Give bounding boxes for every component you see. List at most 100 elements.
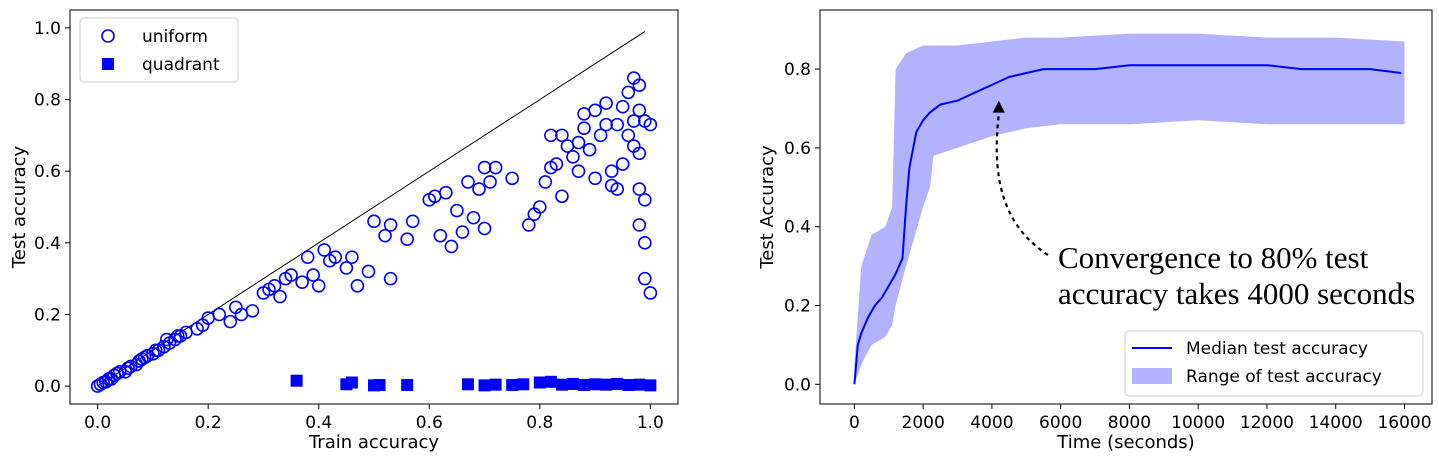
quadrant-point [478, 379, 491, 392]
legend-box [79, 17, 239, 83]
uniform-point [367, 214, 381, 229]
x-tick-label: 0.0 [84, 413, 111, 433]
uniform-point [444, 239, 459, 254]
quadrant-point [401, 379, 414, 392]
y-tick-label: 1.0 [34, 19, 61, 39]
uniform-point [533, 200, 547, 214]
uniform-point [588, 171, 602, 186]
legend-label-quadrant: quadrant [142, 55, 220, 75]
y-tick-label: 0.2 [34, 305, 61, 325]
x-tick-label: 10000 [1171, 413, 1225, 433]
range-band [854, 33, 1405, 385]
uniform-point [488, 160, 503, 175]
median-line [853, 64, 1402, 385]
legend-marker-range [1132, 368, 1172, 384]
x-tick-label: 0.4 [305, 413, 332, 433]
y-tick-label: 0.6 [34, 162, 61, 182]
quadrant-point [345, 376, 358, 389]
uniform-point [433, 228, 448, 243]
quadrant-point [600, 378, 613, 391]
uniform-point [461, 175, 475, 189]
y-tick-label: 0.0 [784, 375, 811, 395]
y-axis-label: Test accuracy [9, 145, 30, 269]
x-tick-label: 6000 [1039, 413, 1082, 433]
uniform-point [638, 271, 652, 286]
uniform-point [643, 286, 658, 300]
uniform-point [621, 85, 636, 100]
right-line-chart: 0 2000 4000 6000 8000 10000 12000 14000 16000 0.0… [757, 9, 1433, 453]
uniform-point [112, 364, 127, 379]
uniform-point [505, 171, 519, 186]
y-tick-label: 0.4 [34, 234, 61, 254]
uniform-point [621, 128, 636, 143]
uniform-point [284, 268, 298, 282]
uniform-point [599, 96, 613, 110]
uniform-point [610, 182, 625, 196]
scatter-plot-area [90, 31, 658, 393]
uniform-point [311, 278, 326, 293]
quadrant-point [555, 378, 568, 391]
quadrant-point [644, 379, 657, 392]
quadrant-point [578, 379, 591, 392]
quadrant-point [544, 375, 557, 388]
uniform-point [450, 203, 464, 218]
y-tick-label: 0.4 [784, 218, 811, 238]
uniform-point [632, 182, 647, 196]
uniform-point [638, 236, 652, 250]
uniform-point [555, 189, 569, 204]
uniform-point [137, 350, 152, 365]
uniform-point [610, 117, 625, 132]
x-tick-label: 14000 [1309, 413, 1363, 433]
uniform-point [577, 121, 591, 135]
uniform-point [405, 214, 420, 229]
uniform-point [273, 289, 287, 304]
uniform-point [538, 175, 553, 189]
y-tick-label: 0.0 [34, 377, 61, 397]
x-tick-label: 16000 [1377, 413, 1431, 433]
uniform-point [472, 182, 486, 196]
uniform-point [328, 250, 343, 264]
uniform-point [306, 268, 321, 282]
x-tick-label: 4000 [970, 413, 1013, 433]
legend-label-range: Range of test accuracy [1186, 367, 1382, 387]
uniform-point [555, 128, 569, 143]
uniform-point [544, 128, 558, 143]
plot-frame [69, 9, 679, 405]
uniform-point [632, 103, 647, 118]
uniform-point [212, 307, 227, 322]
uniform-point [339, 261, 354, 275]
uniform-point [571, 135, 586, 150]
uniform-point [615, 157, 630, 171]
quadrant-point [622, 379, 635, 392]
quadrant-point [517, 378, 530, 391]
annotation-arrow-head [992, 100, 1005, 113]
uniform-point [571, 164, 586, 178]
uniform-point [439, 185, 453, 200]
uniform-point [267, 278, 282, 293]
y-tick-label: 0.6 [784, 139, 811, 159]
uniform-point [223, 314, 238, 329]
y-axis-label: Test Accuracy [757, 145, 778, 270]
uniform-point [549, 157, 564, 171]
uniform-point [477, 160, 492, 175]
legend-label-median: Median test accuracy [1186, 339, 1368, 359]
uniform-point [400, 232, 414, 247]
uniform-point [350, 278, 365, 293]
uniform-point [483, 175, 497, 189]
quadrant-point [489, 378, 502, 391]
uniform-point [121, 361, 135, 375]
y-tick-label: 0.2 [784, 297, 811, 317]
x-tick-label: 8000 [1108, 413, 1151, 433]
uniform-point [345, 250, 359, 264]
uniform-point [455, 225, 470, 239]
legend: Median test accuracy Range of test accura… [1124, 330, 1424, 397]
quadrant-point [506, 379, 519, 392]
uniform-point [110, 366, 124, 381]
quadrant-point [611, 377, 624, 390]
legend: uniform quadrant [79, 17, 239, 83]
legend-box [1124, 330, 1424, 397]
x-tick-label: 0.6 [416, 413, 443, 433]
annotation-arrow-curve [995, 114, 1049, 256]
